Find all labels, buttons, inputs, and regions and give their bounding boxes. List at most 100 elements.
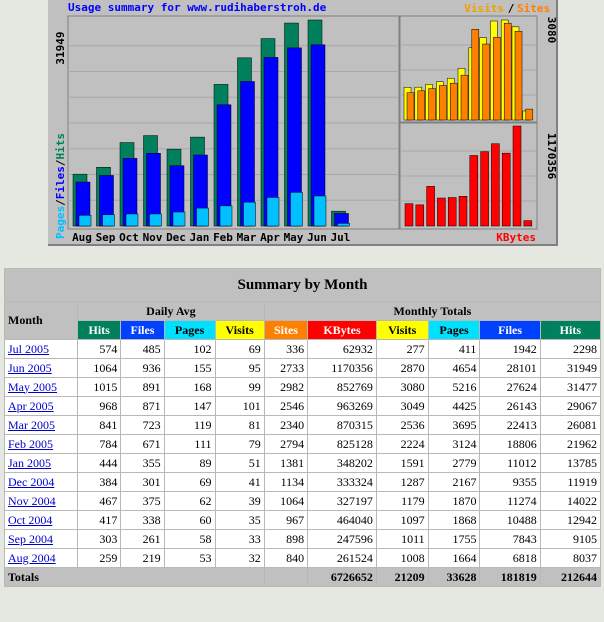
legend-slash: /: [508, 2, 515, 15]
table-cell: 168: [164, 378, 215, 396]
sites-bar: [439, 85, 447, 121]
month-cell: Jan 2005: [5, 454, 77, 472]
table-cell: 9105: [540, 530, 600, 548]
table-cell: 2733: [264, 359, 308, 377]
pages-bar: [337, 223, 350, 227]
month-link[interactable]: Dec 2004: [8, 474, 55, 489]
table-cell: 11919: [540, 473, 600, 491]
month-link[interactable]: Apr 2005: [8, 398, 54, 413]
table-cell: 840: [264, 549, 308, 567]
table-cell: 2224: [376, 435, 428, 453]
kbytes-bar: [480, 151, 489, 227]
month-cell: Oct 2004: [5, 511, 77, 529]
table-cell: 411: [428, 340, 480, 358]
table-cell: 32: [215, 549, 264, 567]
table-cell: 7843: [480, 530, 540, 548]
table-cell: 89: [164, 454, 215, 472]
month-link[interactable]: Oct 2004: [8, 512, 53, 527]
kbytes-bar: [415, 204, 425, 227]
table-cell: 2870: [376, 359, 428, 377]
col-daily-files: Files: [121, 321, 164, 339]
table-cell: 384: [78, 473, 121, 491]
table-row: May 2005 1015 891 168 99 2982 852769 3080 5216 27…: [5, 378, 600, 396]
left-axis-label-pages: Pages: [54, 206, 67, 239]
table-cell: 2298: [540, 340, 600, 358]
table-cell: 963269: [308, 397, 376, 415]
month-link[interactable]: Jan 2005: [8, 455, 51, 470]
pages-bar: [290, 192, 303, 227]
table-cell: 31477: [540, 378, 600, 396]
table-row: Sep 2004 303 261 58 33 898 247596 1011 1755 7843 9…: [5, 530, 600, 548]
usage-chart: Aug Sep Oct Nov Dec Jan Feb Mar Apr May Jun Jul Usa…: [54, 1, 558, 244]
table-cell: 247596: [308, 530, 376, 548]
table-cell: 3124: [428, 435, 480, 453]
table-cell: 467: [78, 492, 121, 510]
table-cell: 101: [215, 397, 264, 415]
month-label: Jan: [190, 231, 210, 244]
sites-bar: [525, 108, 534, 121]
kbytes-bar: [501, 152, 511, 227]
table-cell: 4425: [428, 397, 480, 415]
sites-bar: [503, 22, 512, 121]
totals-row: Totals 6726652 21209 33628 181819 212644: [5, 568, 600, 586]
month-label: Aug: [72, 231, 92, 244]
table-cell: 1097: [376, 511, 428, 529]
month-link[interactable]: Jun 2005: [8, 360, 52, 375]
table-cell: 261524: [308, 549, 376, 567]
table-cell: 1015: [78, 378, 121, 396]
table-cell: 4654: [428, 359, 480, 377]
table-cell: 3080: [376, 378, 428, 396]
sites-bar: [514, 31, 523, 121]
col-monthly-visits: Visits: [376, 321, 428, 339]
table-cell: 967: [264, 511, 308, 529]
totals-files: 181819: [480, 568, 540, 586]
table-cell: 2779: [428, 454, 480, 472]
month-label: Jun: [307, 231, 327, 244]
month-link[interactable]: Jul 2005: [8, 341, 50, 356]
legend-kbytes: KBytes: [496, 231, 536, 244]
table-cell: 1664: [428, 549, 480, 567]
month-link[interactable]: Aug 2004: [8, 550, 56, 565]
month-label: Mar: [237, 231, 257, 244]
table-cell: 303: [78, 530, 121, 548]
daily-avg-header: Daily Avg: [78, 302, 264, 320]
totals-label: Totals: [5, 568, 264, 586]
table-cell: 259: [78, 549, 121, 567]
kbytes-bar: [404, 203, 414, 227]
table-row: Oct 2004 417 338 60 35 967 464040 1097 1868 10488…: [5, 511, 600, 529]
table-cell: 261: [121, 530, 164, 548]
kbytes-bar: [437, 197, 446, 227]
table-row: Jul 2005 574 485 102 69 336 62932 277 411 1942 229…: [5, 340, 600, 358]
table-cell: 8037: [540, 549, 600, 567]
table-cell: 355: [121, 454, 164, 472]
col-daily-pages: Pages: [164, 321, 215, 339]
table-cell: 871: [121, 397, 164, 415]
table-row: Jun 2005 1064 936 155 95 2733 1170356 2870 4654 2…: [5, 359, 600, 377]
month-link[interactable]: Mar 2005: [8, 417, 55, 432]
month-label: Oct: [119, 231, 139, 244]
month-link[interactable]: Sep 2004: [8, 531, 53, 546]
table-cell: 12942: [540, 511, 600, 529]
month-link[interactable]: Nov 2004: [8, 493, 56, 508]
table-cell: 968: [78, 397, 121, 415]
table-cell: 1868: [428, 511, 480, 529]
sites-bar: [406, 92, 415, 121]
pages-bar: [243, 201, 256, 227]
table-cell: 417: [78, 511, 121, 529]
kbytes-bar: [469, 155, 479, 227]
table-cell: 338: [121, 511, 164, 529]
table-cell: 327197: [308, 492, 376, 510]
month-link[interactable]: May 2005: [8, 379, 57, 394]
table-cell: 301: [121, 473, 164, 491]
month-column-header: Month: [5, 302, 77, 339]
month-label: Apr: [260, 231, 280, 244]
col-monthly-files: Files: [480, 321, 540, 339]
col-monthly-sites: Sites: [264, 321, 308, 339]
table-cell: 53: [164, 549, 215, 567]
table-cell: 375: [121, 492, 164, 510]
month-link[interactable]: Feb 2005: [8, 436, 53, 451]
table-cell: 1134: [264, 473, 308, 491]
col-monthly-kbytes: KBytes: [308, 321, 376, 339]
pages-bar: [125, 213, 139, 227]
sites-bar: [493, 37, 501, 121]
